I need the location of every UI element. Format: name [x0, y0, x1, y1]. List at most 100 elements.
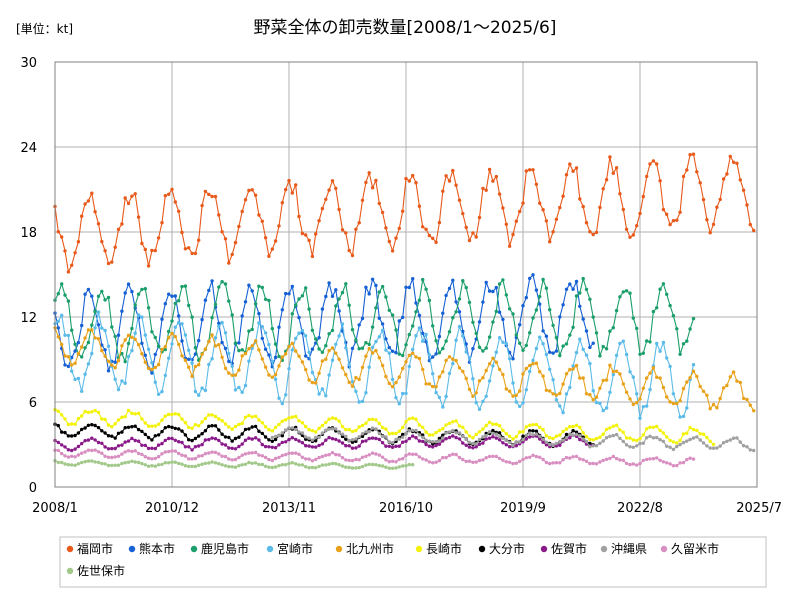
data-point [123, 338, 127, 342]
data-point [66, 455, 71, 459]
series-line [54, 273, 594, 375]
data-point [126, 282, 131, 286]
data-point [387, 460, 391, 464]
data-point [437, 436, 442, 441]
data-point [96, 310, 101, 314]
data-point [133, 337, 137, 341]
data-point [447, 355, 452, 359]
data-point [701, 197, 706, 202]
data-point [100, 429, 104, 433]
data-point [100, 461, 104, 466]
data-point [83, 450, 87, 454]
data-point [584, 287, 589, 292]
data-point [267, 342, 271, 347]
data-point [698, 432, 702, 436]
data-point [691, 436, 696, 440]
data-point [427, 233, 432, 238]
data-point [100, 441, 104, 445]
x-tick-label: 2022/8 [617, 501, 663, 516]
data-point [685, 457, 689, 462]
data-point [588, 461, 592, 466]
data-point [247, 188, 251, 193]
data-point [273, 437, 278, 442]
data-point [106, 359, 111, 363]
data-point [354, 439, 358, 443]
data-point [197, 444, 201, 448]
data-point [518, 440, 522, 444]
data-point [284, 452, 288, 457]
data-point [273, 456, 278, 461]
data-point [197, 393, 201, 397]
data-point [344, 372, 348, 377]
data-point [497, 435, 502, 439]
data-point [437, 334, 442, 339]
data-point [130, 335, 134, 339]
data-point [688, 376, 692, 380]
data-point [126, 439, 131, 443]
data-point [177, 321, 181, 325]
data-point [83, 372, 87, 376]
data-point [207, 192, 211, 197]
data-point [411, 452, 415, 456]
data-point [247, 436, 251, 440]
data-point [518, 430, 522, 434]
data-point [267, 457, 271, 462]
data-point [461, 425, 465, 429]
data-point [70, 369, 74, 373]
data-point [190, 315, 194, 319]
data-point [250, 346, 254, 350]
data-point [63, 417, 67, 421]
data-point [494, 360, 498, 364]
data-point [384, 337, 388, 341]
data-point [247, 329, 251, 333]
data-point [183, 358, 188, 362]
data-point [183, 464, 188, 468]
data-point [93, 448, 97, 452]
data-point [451, 420, 455, 424]
data-point [614, 308, 619, 313]
data-point [741, 188, 746, 192]
data-point [284, 352, 288, 356]
data-point [504, 341, 508, 346]
data-point [210, 194, 214, 199]
data-point [146, 424, 151, 428]
data-point [601, 408, 605, 413]
data-point [207, 362, 211, 367]
data-point [457, 310, 462, 314]
data-point [80, 389, 84, 393]
data-point [190, 251, 194, 256]
data-point [243, 462, 248, 466]
data-point [451, 278, 455, 282]
data-point [76, 240, 81, 244]
data-point [461, 457, 465, 462]
data-point [130, 459, 134, 463]
data-point [257, 284, 261, 288]
data-point [401, 209, 405, 213]
data-point [588, 437, 592, 442]
data-point [334, 304, 338, 308]
data-point [437, 351, 442, 355]
data-point [163, 302, 167, 306]
data-point [451, 428, 455, 433]
data-point [250, 437, 254, 441]
data-point [524, 437, 528, 441]
data-point [631, 233, 635, 237]
data-point [551, 436, 555, 441]
data-point [203, 347, 208, 351]
data-point [103, 348, 107, 352]
data-point [300, 421, 305, 425]
data-point [210, 436, 214, 440]
data-point [504, 438, 508, 442]
data-point [130, 326, 134, 331]
data-point [411, 347, 415, 352]
data-point [180, 429, 184, 433]
data-point [748, 448, 752, 452]
data-point [401, 440, 405, 444]
data-point [377, 463, 381, 468]
data-point [407, 462, 411, 467]
data-point [80, 451, 84, 455]
data-point [287, 367, 291, 371]
data-point [267, 298, 271, 303]
data-point [370, 451, 375, 455]
data-point [324, 453, 328, 457]
